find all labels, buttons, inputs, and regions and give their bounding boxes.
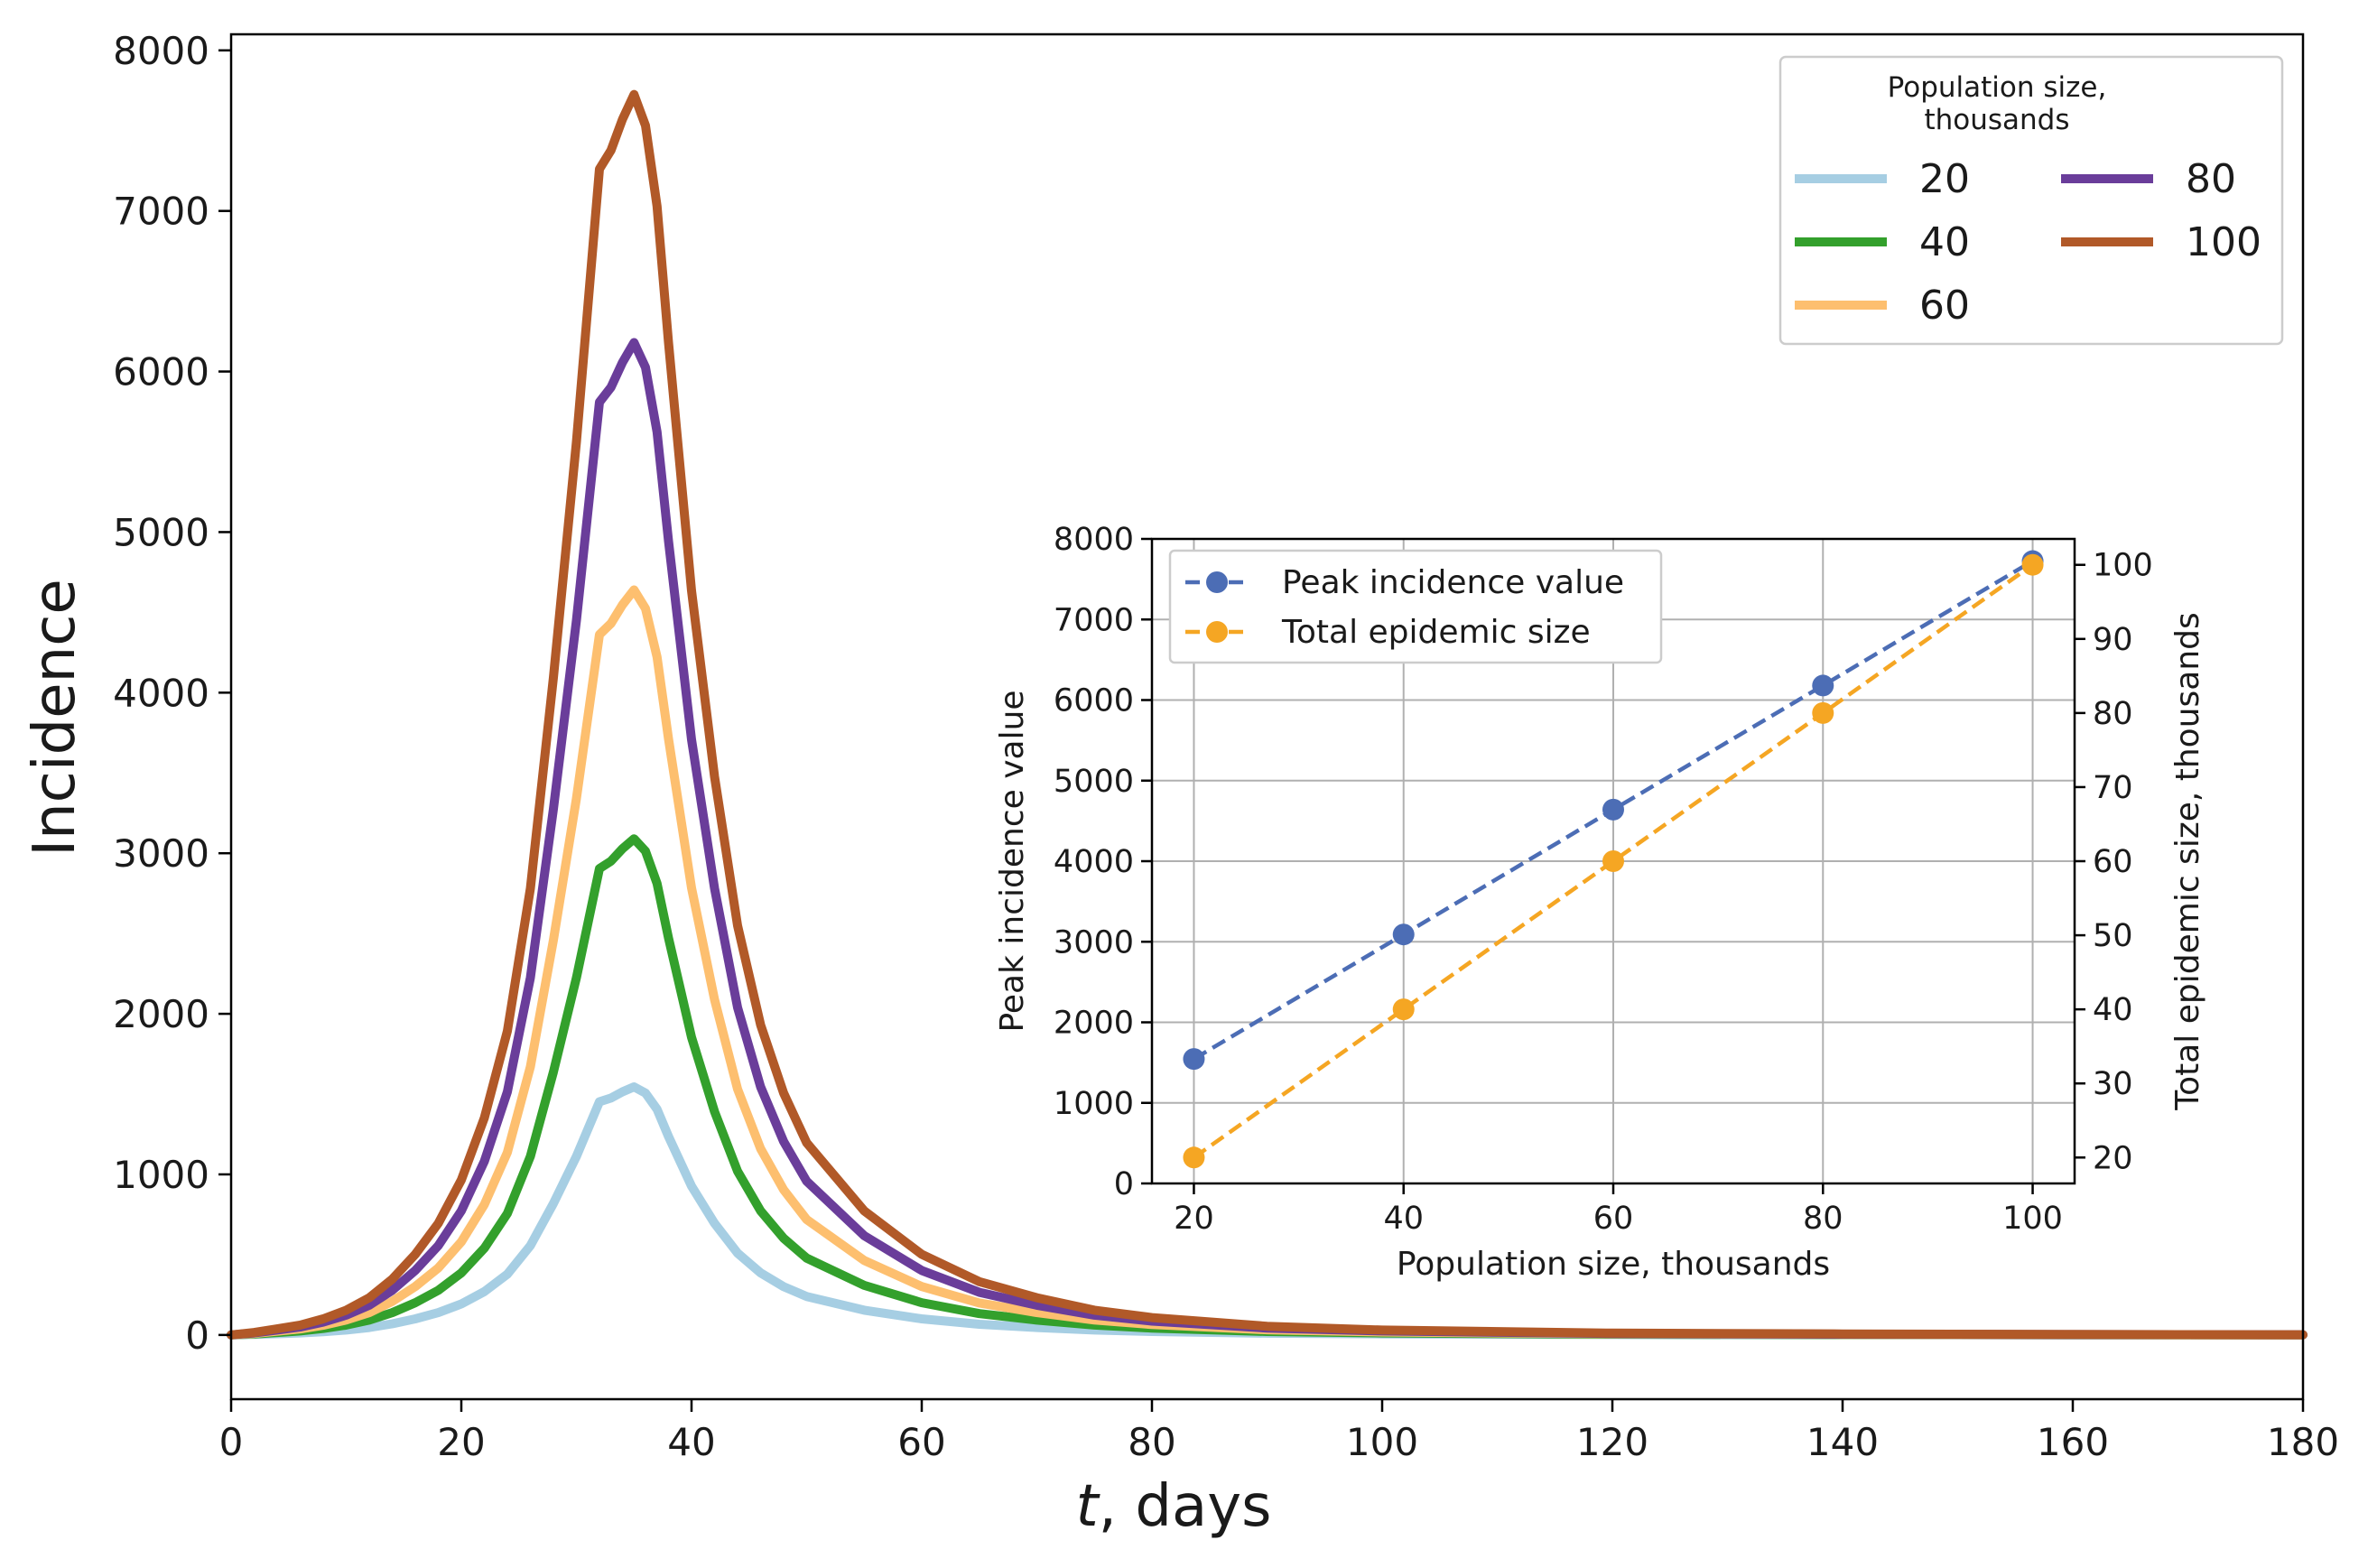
inset-legend: Peak incidence value Total epidemic size [1168,549,1663,664]
inset-data-point [1392,923,1415,946]
inset-data-point [1812,674,1834,697]
inset-data-point [1812,701,1834,724]
main-plot: 0 20 40 60 80 100 120 140 160 180 010002000300040… [22,29,2339,1540]
main-y-tick-label: 8000 [113,29,209,73]
inset-data-point [1602,798,1624,821]
main-x-axis-label: t, days [1076,1473,1272,1540]
main-legend-entries: 20 40 60 80 100 [1795,156,2261,329]
inset-y-tick-label-right: 30 [2093,1066,2133,1102]
main-x-ticks: 0 20 40 60 80 100 120 140 160 180 [219,1399,2339,1464]
inset-data-point [1183,1048,1205,1071]
main-x-tick-label: 120 [1576,1420,1648,1464]
inset-y-tick-label-left: 3000 [1054,924,1134,960]
main-y-tick-label: 3000 [113,831,209,876]
main-legend-title-line2: thousands [1924,104,2069,136]
main-x-axis-var: t [1076,1473,1101,1540]
main-x-axis-rest: , days [1099,1473,1272,1540]
inset-y-axis-label-right: Total epidemic size, thousands [2169,612,2206,1111]
main-x-tick-label: 40 [667,1420,715,1464]
inset-x-tick-label: 20 [1174,1201,1214,1237]
inset-legend-entries: Peak incidence value Total epidemic size [1185,564,1624,651]
main-x-tick-label: 140 [1806,1420,1879,1464]
main-y-axis-label: Incidence [22,579,88,857]
inset-y-tick-label-left: 0 [1114,1166,1134,1202]
main-legend-box [1778,55,2284,346]
main-series-line-40 [227,834,2308,1340]
main-y-tick-label: 0 [185,1313,209,1358]
inset-legend-marker [1206,621,1228,643]
inset-legend-marker [1206,571,1228,593]
main-x-tick-label: 160 [2037,1420,2109,1464]
main-y-tick-label: 4000 [113,671,209,715]
inset-y-tick-label-right: 60 [2093,844,2133,880]
inset-series-lines [1183,550,2044,1169]
inset-x-tick-label: 40 [1383,1201,1424,1237]
main-legend-label-20: 20 [1919,156,1970,202]
main-x-tick-label: 180 [2267,1420,2339,1464]
inset-data-point [2021,553,2044,576]
inset-y-tick-label-left: 7000 [1054,602,1134,638]
inset-x-ticks: 20 40 60 80 100 [1174,1183,2063,1237]
inset-data-point [1602,850,1624,872]
main-series-line-100 [227,89,2308,1340]
main-x-tick-label: 100 [1346,1420,1418,1464]
inset-x-tick-label: 60 [1593,1201,1634,1237]
main-legend-label-40: 40 [1919,219,1970,265]
main-x-tick-label: 80 [1128,1420,1175,1464]
main-y-tick-label: 5000 [113,510,209,554]
main-series-lines [227,89,2308,1340]
inset-y-tick-label-left: 1000 [1054,1086,1134,1122]
inset-y-tick-label-left: 6000 [1054,683,1134,719]
inset-y-tick-label-right: 40 [2093,992,2133,1028]
main-x-tick-label: 20 [437,1420,485,1464]
inset-y-tick-label-right: 100 [2093,548,2153,584]
main-y-tick-label: 7000 [113,190,209,234]
main-legend-label-80: 80 [2186,156,2236,202]
main-y-ticks: 0 1000 2000 3000 4000 5000 6000 7000 8000 [113,29,231,1358]
inset-y-tick-label-right: 50 [2093,918,2133,954]
inset-data-point [1183,1146,1205,1169]
inset-y-tick-label-left: 8000 [1054,522,1134,558]
main-legend: Population size, thousands 20 40 60 80 100 [1778,55,2284,346]
inset-legend-box [1168,549,1663,664]
inset-x-axis-label: Population size, thousands [1397,1246,1830,1283]
inset-y-axis-label-left: Peak incidence value [994,690,1031,1032]
inset-y-tick-label-right: 70 [2093,770,2133,806]
inset-y-tick-label-left: 2000 [1054,1006,1134,1042]
inset-x-tick-label: 100 [2002,1201,2063,1237]
main-y-tick-label: 6000 [113,350,209,394]
main-x-tick-label: 60 [897,1420,945,1464]
main-plot-frame [229,32,2305,1401]
inset-legend-label: Peak incidence value [1282,564,1624,601]
inset-x-tick-label: 80 [1803,1201,1843,1237]
inset-data-point [1392,998,1415,1021]
main-y-tick-label: 2000 [113,992,209,1036]
inset-y-tick-label-right: 90 [2093,622,2133,658]
inset-plot: 20 40 60 80 100 0100020003000400050006000700… [994,522,2206,1283]
main-x-tick-label: 0 [219,1420,244,1464]
inset-y-tick-label-left: 4000 [1054,844,1134,880]
inset-y-ticks-left: 0 1000 2000 3000 4000 5000 6000 7000 8000 [1054,522,1152,1202]
inset-y-tick-label-right: 80 [2093,696,2133,732]
main-y-tick-label: 1000 [113,1153,209,1197]
main-legend-title-line1: Population size, [1888,71,2107,104]
inset-series-line [1193,562,2034,1160]
inset-legend-label: Total epidemic size [1281,614,1591,651]
inset-y-tick-label-left: 5000 [1054,764,1134,800]
inset-y-tick-label-right: 20 [2093,1140,2133,1176]
main-legend-label-100: 100 [2186,219,2261,265]
inset-y-ticks-right: 20 30 40 50 60 70 80 90 100 [2075,548,2153,1176]
main-legend-label-60: 60 [1919,283,1970,329]
